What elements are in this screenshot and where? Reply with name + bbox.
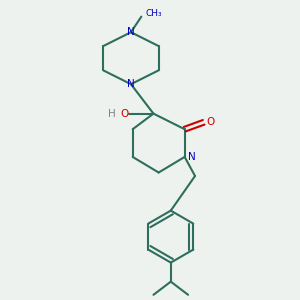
- Text: N: N: [127, 79, 135, 89]
- Text: H: H: [108, 109, 116, 118]
- Text: O: O: [120, 109, 128, 118]
- Text: N: N: [127, 27, 135, 37]
- Text: N: N: [188, 152, 196, 162]
- Text: O: O: [206, 117, 215, 127]
- Text: CH₃: CH₃: [146, 9, 162, 18]
